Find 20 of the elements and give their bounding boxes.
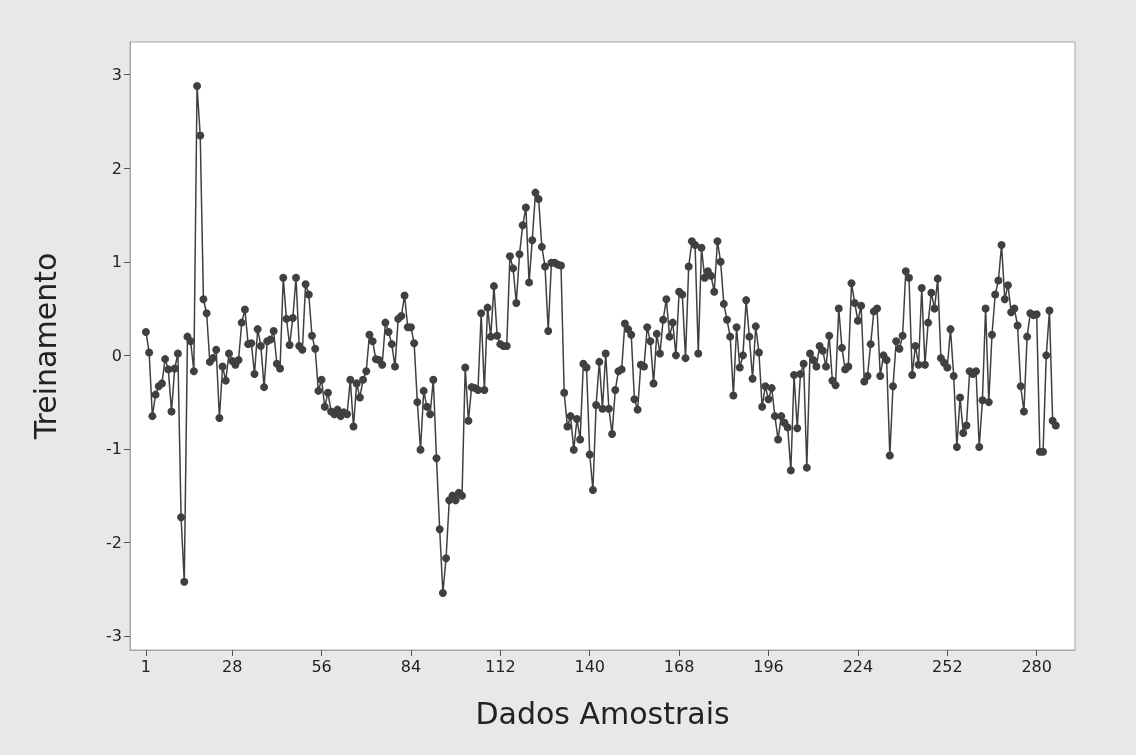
x-axis-title: Dados Amostrais (475, 695, 730, 731)
y-tick-label: 2 (111, 158, 122, 178)
y-tick-label: -1 (106, 439, 122, 459)
x-tick-label: 140 (574, 656, 605, 676)
x-tick-label: 252 (932, 656, 963, 676)
y-tick-label: 1 (111, 252, 122, 272)
y-tick-label: 3 (111, 65, 122, 85)
x-tick-label: 280 (1021, 656, 1052, 676)
x-tick-label: 84 (400, 656, 422, 676)
y-tick-label: -2 (106, 532, 122, 552)
x-tick-label: 28 (221, 656, 243, 676)
x-tick-label: 1 (140, 656, 152, 676)
y-axis-title: Treinamento (27, 252, 63, 441)
y-tick-label: 0 (111, 345, 122, 365)
x-tick-label: 168 (663, 656, 695, 676)
x-tick-label: 224 (842, 656, 874, 676)
x-tick-label: 112 (485, 656, 516, 676)
x-tick-label: 196 (753, 656, 784, 676)
y-tick-label: -3 (106, 626, 122, 646)
x-tick-label: 56 (311, 656, 332, 676)
